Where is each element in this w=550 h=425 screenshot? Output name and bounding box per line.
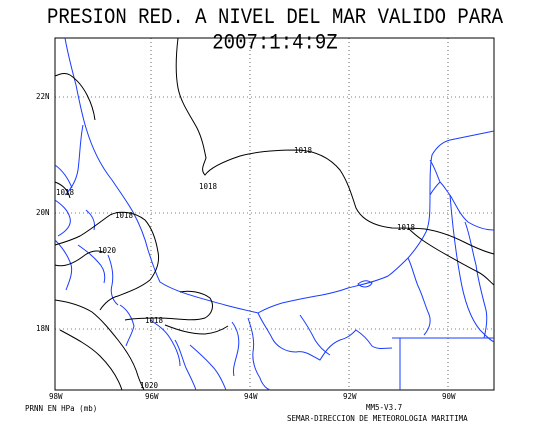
- lon-label-98w: 98W: [49, 392, 63, 401]
- isobar-label: 1020: [98, 246, 117, 255]
- credit-label: SEMAR-DIRECCION DE METEOROLOGIA MARITIMA: [287, 414, 468, 423]
- lon-label-94w: 94W: [244, 392, 258, 401]
- isobar-labels: 1018 1018 1018 1018 1018 1020 1018 1020: [56, 146, 416, 390]
- lat-label-18n: 18N: [36, 324, 50, 333]
- isobar-label: 1018: [294, 146, 313, 155]
- isobars: [54, 37, 495, 391]
- lat-lon-grid: [55, 38, 494, 390]
- isobar-label: 1018: [397, 223, 416, 232]
- isobar-label: 1018: [56, 188, 75, 197]
- map-frame: [54, 37, 495, 391]
- model-label: MM5-V3.7: [366, 403, 403, 412]
- isobar-label: 1020: [140, 381, 159, 390]
- isobar-label: 1018: [199, 182, 218, 191]
- map-title: PRESION RED. A NIVEL DEL MAR VALIDO PARA…: [46, 4, 504, 56]
- lon-label-96w: 96W: [145, 392, 159, 401]
- lat-label-20n: 20N: [36, 208, 50, 217]
- isobar-label: 1018: [115, 211, 134, 220]
- coastline: [54, 37, 495, 391]
- variable-label: PRNN EN HPa (mb): [25, 404, 98, 413]
- lat-label-22n: 22N: [36, 92, 50, 101]
- lon-label-90w: 90W: [442, 392, 456, 401]
- isobar-label: 1018: [145, 316, 164, 325]
- lon-label-92w: 92W: [343, 392, 357, 401]
